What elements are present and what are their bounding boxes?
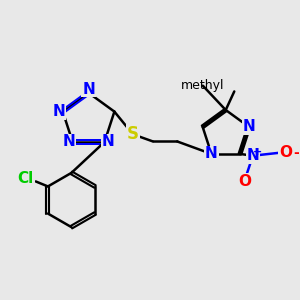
Text: Cl: Cl (18, 171, 34, 186)
Text: N: N (247, 148, 259, 163)
Text: methyl: methyl (181, 79, 225, 92)
Text: N: N (82, 82, 95, 97)
Text: N: N (205, 146, 218, 161)
Text: N: N (62, 134, 75, 149)
Text: N: N (53, 104, 65, 119)
Text: N: N (102, 134, 115, 149)
Text: -: - (294, 146, 299, 160)
Text: N: N (242, 119, 255, 134)
Text: O: O (279, 146, 292, 160)
Text: S: S (127, 125, 139, 143)
Text: O: O (238, 174, 251, 189)
Text: +: + (253, 147, 262, 157)
